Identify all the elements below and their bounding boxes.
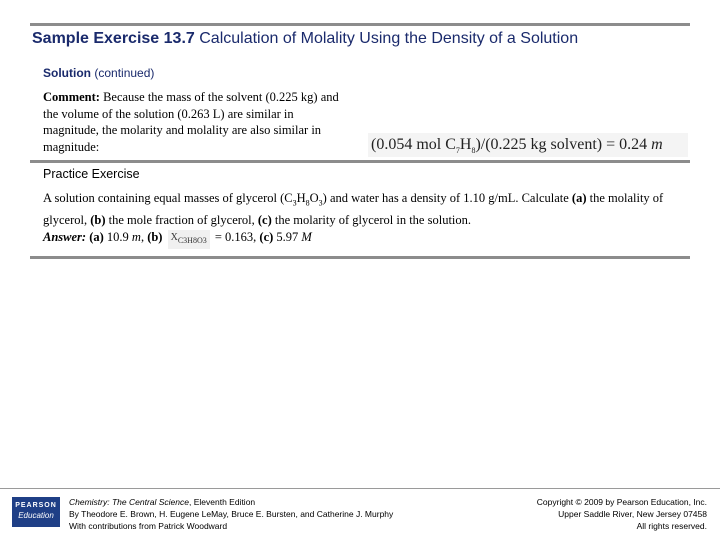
answer-c-value: 5.97 [273,229,302,244]
formula-unit: m [651,136,663,153]
part-a-label: (a) [571,191,587,205]
comment-label: Comment: [43,90,100,104]
practice-exercise-label: Practice Exercise [43,167,140,181]
solution-label-rest: (continued) [94,66,155,80]
logo-line2: Education [18,511,54,520]
problem-text-3: the molality of glycerol, [43,191,664,227]
title-exercise-number: Sample Exercise 13.7 [32,30,195,47]
answer-c-label: (c) [259,229,274,244]
answer-a-value: 10.9 [103,229,132,244]
pearson-logo: PEARSON Education [12,497,60,527]
solution-label-bold: Solution [43,66,91,80]
page-title: Sample Exercise 13.7 Calculation of Mola… [32,30,578,48]
top-rule [30,23,690,26]
problem-text-1: A solution containing equal masses of gl… [43,191,293,205]
answer-label: Answer: [43,229,87,244]
formula-sub1: 7 [455,146,460,156]
formula-sub2: 8 [471,146,476,156]
problem-text-h: H [296,191,306,205]
book-title: Chemistry: The Central Science [69,497,189,507]
book-contributions: With contributions from Patrick Woodward [69,521,228,531]
answer-c-unit: M [301,229,312,244]
formula-part3: )/(0.225 kg solvent) = 0.24 [475,136,652,153]
answer-b-value: = 0.163, [211,229,260,244]
logo-line1: PEARSON [15,502,57,509]
comment-paragraph: Comment: Because the mass of the solvent… [43,89,343,155]
mole-fraction-symbol: XC3H8O3 [167,229,210,249]
footer-citation: Chemistry: The Central Science, Eleventh… [69,496,393,532]
formula-part1: (0.054 mol C [371,136,456,153]
rights-line: All rights reserved. [636,521,707,531]
bottom-rule [30,256,690,259]
publisher-address: Upper Saddle River, New Jersey 07458 [558,509,707,519]
chi-subscript: C3H8O3 [177,235,207,245]
middle-rule [30,160,690,163]
solution-label: Solution (continued) [43,66,154,80]
title-text: Calculation of Molality Using the Densit… [199,30,579,47]
practice-problem: A solution containing equal masses of gl… [43,190,683,249]
part-c-label: (c) [257,213,272,227]
answer-a-unit: m [131,229,141,244]
footer-divider [0,488,720,489]
chi-symbol: X [170,231,178,243]
formula-part2: H [459,136,472,153]
molality-formula: (0.054 mol C7H8)/(0.225 kg solvent) = 0.… [368,133,688,157]
problem-text-2: ) and water has a density of 1.10 g/mL. … [322,191,572,205]
problem-text-5: the molarity of glycerol in the solution… [271,213,472,227]
comment-text: Because the mass of the solvent (0.225 k… [43,90,339,154]
problem-text-4: the mole fraction of glycerol, [105,213,258,227]
book-edition: , Eleventh Edition [189,497,256,507]
problem-text-o: O [309,191,319,205]
part-b-label: (b) [90,213,106,227]
book-authors: By Theodore E. Brown, H. Eugene LeMay, B… [69,509,394,519]
problem-sub-c: 3 [292,198,297,208]
footer-copyright: Copyright © 2009 by Pearson Education, I… [537,496,707,532]
problem-sub-h: 8 [305,198,310,208]
copyright-line: Copyright © 2009 by Pearson Education, I… [536,497,707,507]
problem-sub-o: 3 [318,198,323,208]
answer-a-label: (a) [89,229,104,244]
answer-b-label: (b) [147,229,163,244]
